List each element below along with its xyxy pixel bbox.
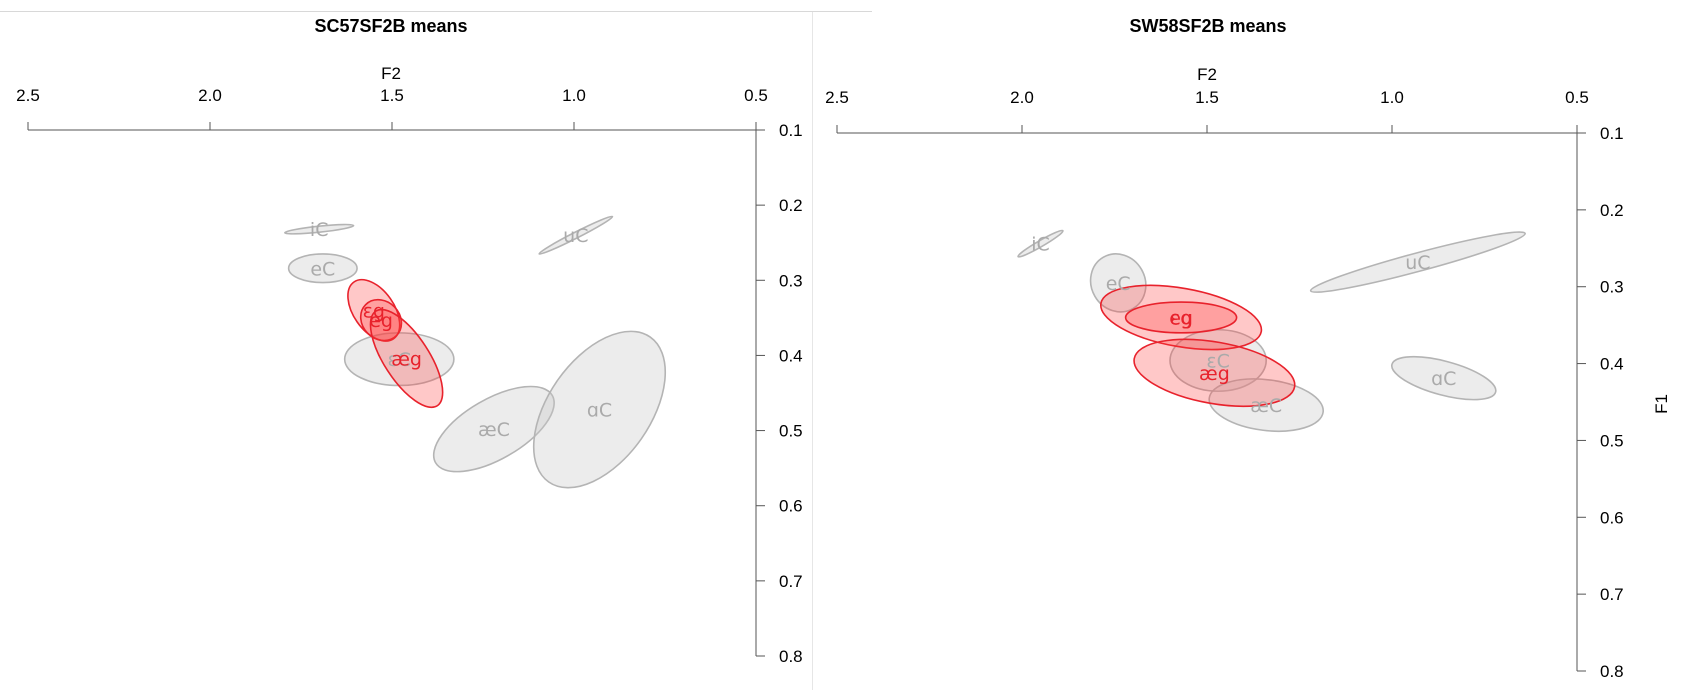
- x-tick-label: 2.0: [198, 86, 222, 105]
- label-eg: eg: [369, 310, 393, 332]
- plot-area: 2.5 2.0 1.5 1.0 0.5 0.1 0.2 0.3 0.4 0.5 0.6 0.7 0.8 i…: [825, 88, 1623, 681]
- label-ec: eC: [1106, 273, 1131, 295]
- ellipse-ic: [1017, 229, 1064, 258]
- x-tick-label: 1.5: [1195, 88, 1219, 107]
- y-tick-label: 0.2: [1600, 201, 1624, 220]
- ellipse-alpha-c: [532, 330, 667, 489]
- label-uc: uC: [1405, 252, 1430, 274]
- axes: 2.5 2.0 1.5 1.0 0.5 0.1 0.2 0.3 0.4 0.5 0.6 0.7 0.8: [16, 86, 802, 666]
- ellipse-ec: [287, 253, 358, 284]
- y-tick-label: 0.4: [1600, 355, 1624, 374]
- y-tick-label: 0.5: [779, 422, 803, 441]
- ellipse-epsilon-g: [1099, 284, 1263, 351]
- x-tick-label: 2.5: [16, 86, 40, 105]
- x-axis-label: F2: [381, 64, 401, 83]
- x-tick-label: 2.5: [825, 88, 849, 107]
- label-epsilon-g: ɛg: [1170, 307, 1192, 329]
- y-axis-label: F1: [1652, 394, 1671, 414]
- label-ic: iC: [1031, 234, 1050, 256]
- label-epsilon-c: ɛC: [1206, 350, 1230, 372]
- vowel-chart-sc57sf2b: SC57SF2B means F2 2.5 2.0 1.5 1.0 0.5 0.1 0.2 0…: [16, 16, 802, 666]
- chart-panel-sc57sf2b: SC57SF2B means F2 2.5 2.0 1.5 1.0 0.5 0.1 0.2 0…: [0, 0, 812, 690]
- y-tick-label: 0.6: [779, 497, 803, 516]
- y-tick-label: 0.8: [1600, 662, 1624, 681]
- ellipse-ic: [284, 223, 355, 235]
- vowel-chart-sw58sf2b: SW58SF2B means F2 F1 2.5 2.0 1.5 1.0 0.5 0.1 0…: [825, 16, 1671, 681]
- label-ic: iC: [310, 219, 329, 241]
- panel-divider: [812, 12, 813, 690]
- y-tick-label: 0.4: [779, 346, 803, 365]
- y-tick-label: 0.7: [779, 572, 803, 591]
- y-tick-label: 0.7: [1600, 585, 1624, 604]
- y-tick-label: 0.3: [779, 271, 803, 290]
- label-ec: eC: [310, 258, 335, 280]
- label-ae-c: æC: [478, 419, 510, 441]
- y-tick-label: 0.1: [779, 121, 803, 140]
- ellipse-eg: [1124, 301, 1238, 334]
- ellipse-epsilon-c: [1169, 328, 1267, 393]
- label-alpha-c: ɑC: [1431, 368, 1456, 390]
- label-ae-g: æg: [391, 348, 422, 370]
- label-ae-g: æg: [1199, 363, 1230, 385]
- ellipse-ae-g: [1133, 338, 1296, 408]
- x-tick-label: 2.0: [1010, 88, 1034, 107]
- chart-title: SC57SF2B means: [314, 16, 467, 36]
- chart-title: SW58SF2B means: [1129, 16, 1286, 36]
- label-uc: uC: [563, 225, 588, 247]
- x-tick-label: 1.0: [562, 86, 586, 105]
- y-tick-label: 0.1: [1600, 124, 1624, 143]
- label-ae-c: æC: [1250, 395, 1282, 417]
- ellipse-ae-c: [432, 385, 555, 473]
- axes: 2.5 2.0 1.5 1.0 0.5 0.1 0.2 0.3 0.4 0.5 0.6 0.7 0.8: [825, 88, 1623, 681]
- top-separator-line: [0, 11, 872, 12]
- y-tick-label: 0.2: [779, 196, 803, 215]
- x-tick-label: 1.5: [380, 86, 404, 105]
- chart-panel-sw58sf2b: SW58SF2B means F2 F1 2.5 2.0 1.5 1.0 0.5 0.1 0…: [813, 0, 1684, 690]
- label-alpha-c: ɑC: [587, 400, 612, 422]
- ellipse-layer: [284, 215, 667, 489]
- ellipse-uc: [538, 215, 614, 255]
- label-epsilon-c: ɛC: [388, 349, 412, 371]
- ellipse-ae-g: [369, 308, 444, 409]
- x-tick-label: 1.0: [1380, 88, 1404, 107]
- y-tick-label: 0.5: [1600, 431, 1624, 450]
- x-axis-label: F2: [1197, 65, 1217, 84]
- y-tick-label: 0.8: [779, 647, 803, 666]
- plot-area: 2.5 2.0 1.5 1.0 0.5 0.1 0.2 0.3 0.4 0.5 0.6 0.7 0.8 i…: [16, 86, 802, 666]
- x-tick-label: 0.5: [1565, 88, 1589, 107]
- y-tick-label: 0.3: [1600, 278, 1624, 297]
- ellipse-uc: [1309, 231, 1526, 293]
- label-eg: eg: [1169, 307, 1193, 329]
- label-epsilon-g: ɛg: [363, 300, 385, 322]
- ellipse-layer: [1017, 229, 1526, 433]
- ellipse-alpha-c: [1390, 355, 1497, 401]
- y-tick-label: 0.6: [1600, 508, 1624, 527]
- x-tick-label: 0.5: [744, 86, 768, 105]
